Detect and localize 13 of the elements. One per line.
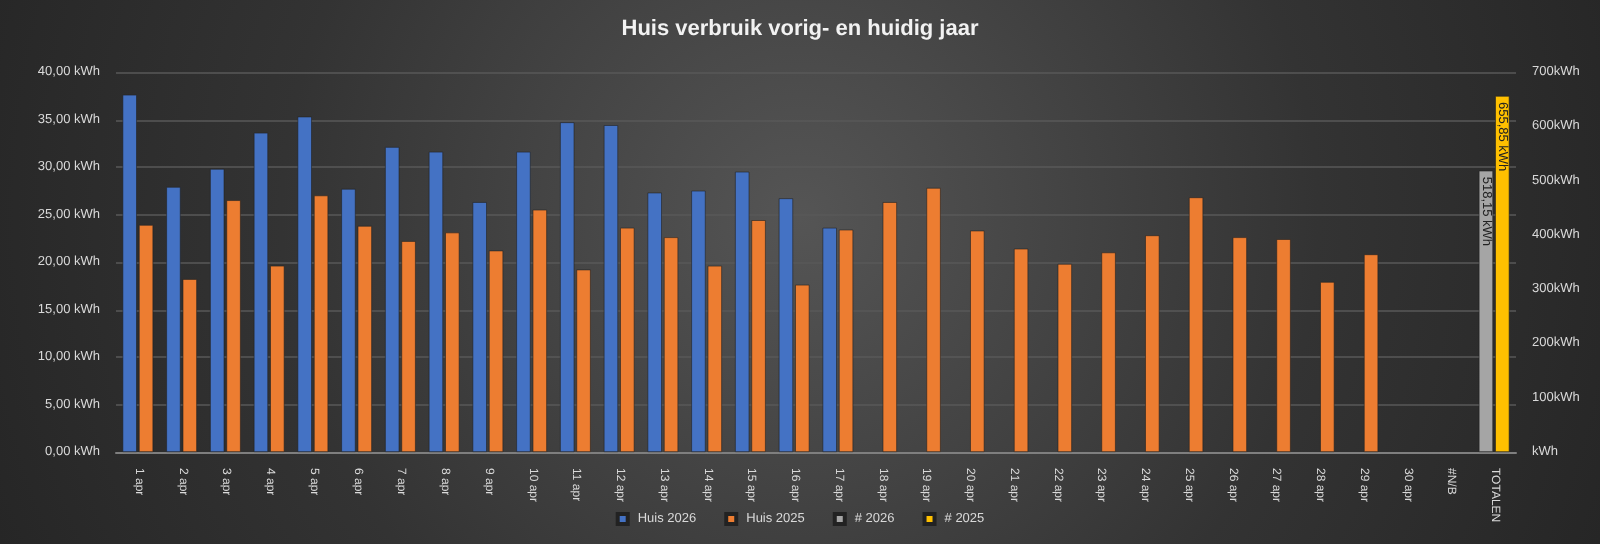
bar <box>1188 197 1204 452</box>
bar <box>882 202 897 452</box>
bar <box>1101 252 1116 452</box>
bar <box>926 187 941 452</box>
chart-title: Huis verbruik vorig- en huidig jaar <box>621 17 980 41</box>
bar <box>1320 281 1335 452</box>
bar <box>970 230 985 452</box>
bar <box>1363 254 1379 452</box>
bar <box>1276 239 1291 452</box>
bar <box>1013 248 1029 452</box>
bar <box>1232 237 1247 452</box>
bar <box>1145 235 1160 452</box>
bar <box>1057 263 1072 452</box>
